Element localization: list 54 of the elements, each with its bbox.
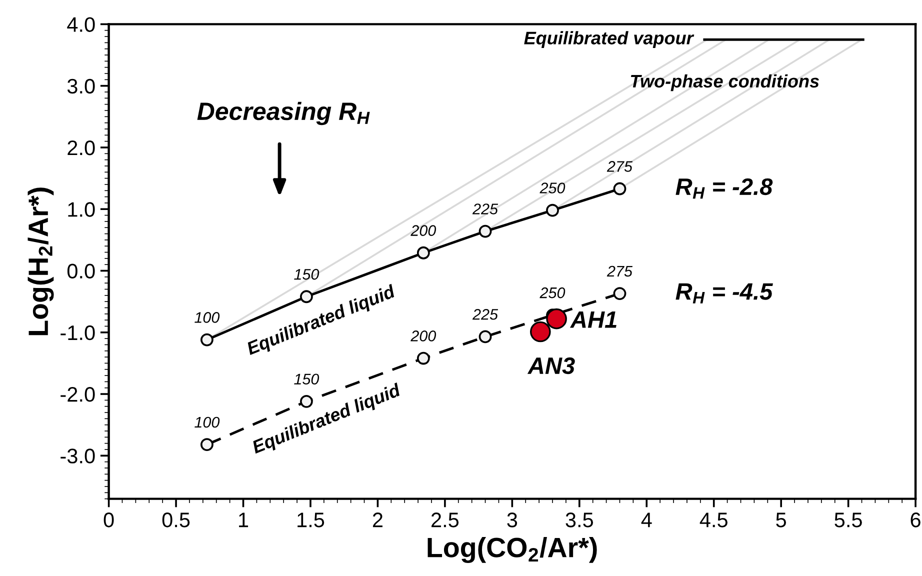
y-tick-label: -2.0 [60, 387, 95, 402]
annotation: 150 [294, 268, 320, 280]
annotation: 250 [540, 287, 566, 298]
x-axis-title: Log(CO$_{2}$/Ar*) [428, 536, 597, 563]
x-tick-label: 3.5 [566, 512, 594, 528]
annotation: 100 [194, 416, 220, 428]
point [478, 330, 492, 344]
x-tick-label: 4 [641, 512, 652, 528]
annotation: 100 [194, 312, 220, 323]
x-tick-label: 1.5 [298, 512, 324, 528]
point [200, 438, 214, 452]
annotation: 275 [606, 161, 633, 172]
point [478, 224, 492, 238]
annotation: 200 [410, 225, 436, 236]
annotation: Two-phase conditions [630, 74, 819, 92]
annotation: 250 [540, 182, 566, 194]
y-tick-label: 3.0 [67, 78, 95, 94]
point [300, 290, 313, 304]
x-tick-label: 5.5 [834, 512, 862, 528]
annotation: 225 [472, 204, 498, 214]
y-tick-label: 0.0 [67, 264, 95, 279]
y-axis-title: Log(H$_{2}$/Ar*) [28, 188, 54, 336]
point [546, 204, 559, 217]
x-tick-label: 0.5 [162, 512, 190, 528]
text: R$_{H}$ = -4.5 [676, 283, 773, 304]
x-tick-label: 1 [239, 512, 248, 528]
x-tick-label: 2.5 [432, 512, 459, 528]
annotation: 150 [294, 374, 320, 385]
annotation: 200 [410, 330, 436, 342]
series-label: AH1 [570, 311, 616, 328]
annotation: Decreasing R$_{H}$ [197, 102, 370, 126]
y-tick-label: -1.0 [60, 325, 95, 340]
point [416, 352, 430, 365]
point [546, 308, 567, 330]
point [530, 321, 551, 342]
y-tick-label: 4.0 [67, 17, 95, 32]
series-label: AN3 [527, 357, 575, 374]
point [200, 333, 214, 346]
x-tick-label: 2 [372, 512, 382, 528]
point [613, 287, 626, 300]
y-tick-label: -3.0 [60, 448, 95, 464]
y-tick-label: 2.0 [68, 140, 95, 156]
x-tick-label: 6 [910, 512, 920, 528]
text: R$_{H}$ = -2.8 [676, 178, 773, 199]
point [613, 182, 626, 196]
annotation: 225 [472, 308, 498, 320]
point [416, 246, 430, 260]
series-label: Equilibrated vapour [524, 31, 694, 48]
x-tick-label: 0 [104, 512, 114, 528]
y-tick-label: 1.0 [68, 202, 95, 217]
x-tick-label: 5 [776, 512, 786, 528]
annotation: 275 [606, 266, 633, 277]
x-tick-label: 4.5 [700, 512, 728, 528]
x-tick-label: 3 [507, 512, 518, 528]
